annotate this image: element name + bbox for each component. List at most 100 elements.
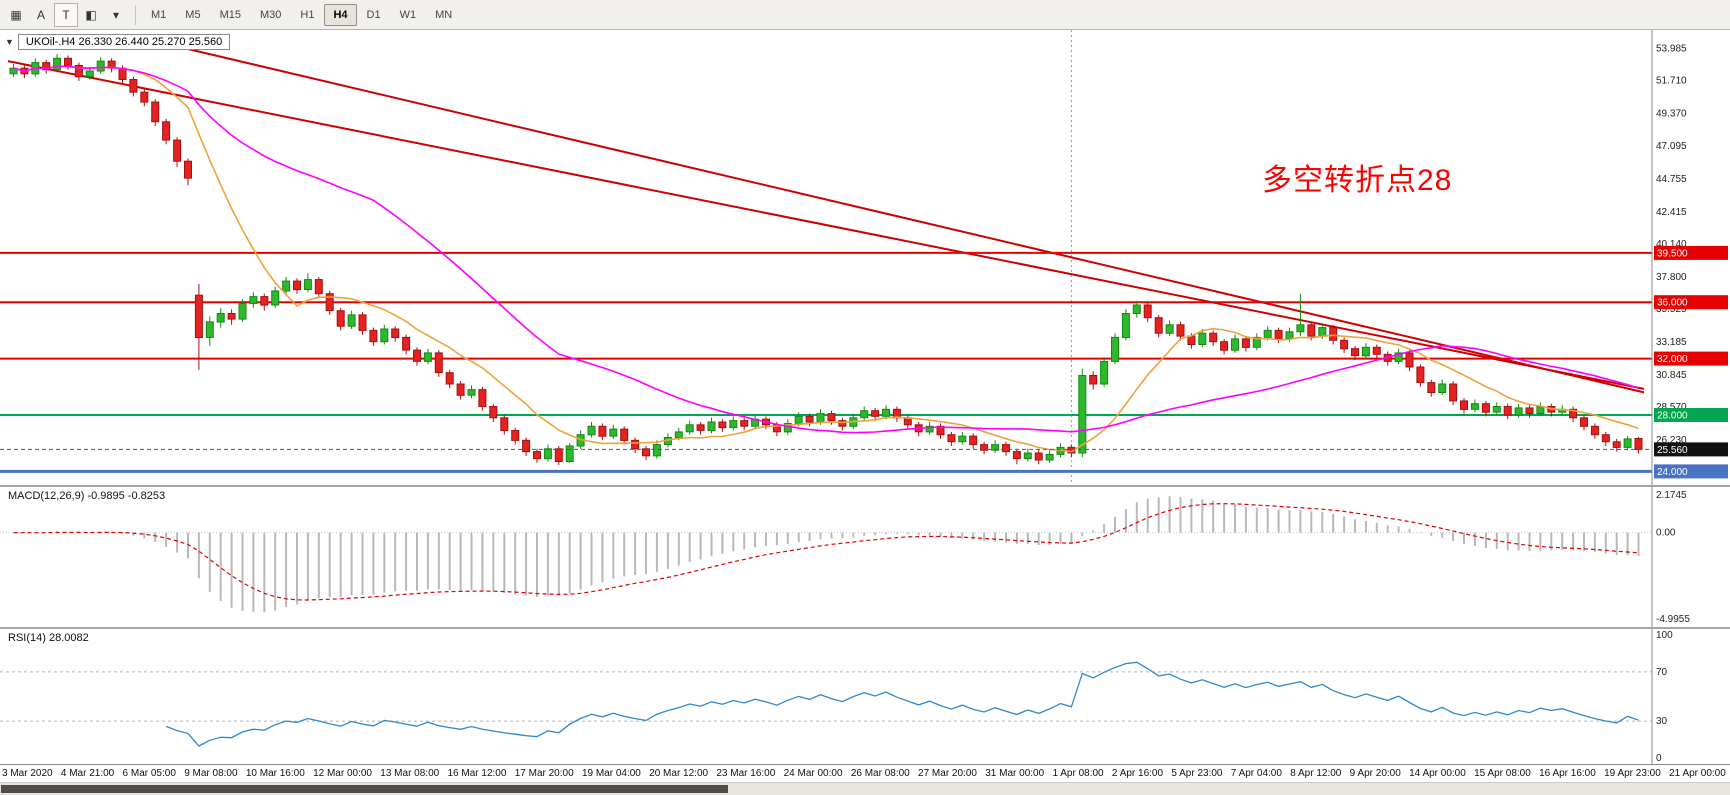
text-tool[interactable]: T	[54, 2, 78, 27]
svg-text:51.710: 51.710	[1656, 76, 1687, 87]
trend-lines[interactable]	[7, 39, 1645, 394]
timeframe-d1[interactable]: D1	[366, 8, 381, 21]
chevron-down-icon[interactable]: ▼	[5, 37, 14, 47]
macd-axis: 2.1745 0.00 -4.9955	[1656, 490, 1690, 625]
time-label: 6 Mar 05:00	[122, 768, 176, 779]
macd-canvas[interactable]: 2.1745 0.00 -4.9955	[0, 487, 1730, 627]
candles	[9, 54, 1643, 465]
svg-text:2.1745: 2.1745	[1656, 490, 1687, 501]
cursor-a-tool[interactable]: A	[36, 7, 45, 22]
horizontal-scrollbar[interactable]	[0, 782, 1730, 795]
time-label: 12 Mar 00:00	[313, 768, 372, 779]
svg-text:36.000: 36.000	[1657, 298, 1688, 309]
price-tag: 25.560	[1654, 442, 1728, 457]
time-label: 14 Apr 00:00	[1409, 768, 1466, 779]
svg-text:37.800: 37.800	[1656, 272, 1687, 283]
time-label: 5 Apr 23:00	[1171, 768, 1223, 779]
horizontal-lines[interactable]	[0, 251, 1652, 473]
timeframe-mn[interactable]: MN	[435, 8, 453, 21]
chart-grid-icon[interactable]: ▦	[10, 7, 22, 22]
toolbar-tools: ▦ A T ◧ ▾	[4, 2, 129, 27]
rsi-axis: 100 70 30 0	[1656, 630, 1673, 764]
timeframe-m15[interactable]: M15	[219, 8, 241, 21]
svg-text:24.000: 24.000	[1657, 467, 1688, 478]
time-label: 17 Mar 20:00	[514, 768, 574, 779]
svg-text:30.845: 30.845	[1656, 370, 1687, 381]
svg-text:49.370: 49.370	[1656, 109, 1687, 120]
timeframe-h4[interactable]: H4	[324, 3, 357, 26]
toolbar: ▦ A T ◧ ▾ M1 M5 M15 M30 H1 H4 D1 W1 MN	[0, 0, 1730, 30]
scrollbar-thumb[interactable]	[1, 785, 728, 793]
toolbar-separator	[135, 4, 136, 25]
price-tag: 24.000	[1654, 464, 1728, 479]
rsi-canvas[interactable]: 100 70 30 0	[0, 629, 1730, 764]
moving-averages	[13, 65, 1639, 453]
panel-divider-macd[interactable]	[0, 485, 1730, 487]
svg-text:100: 100	[1656, 630, 1673, 641]
svg-text:28.000: 28.000	[1657, 411, 1688, 422]
macd-panel: MACD(12,26,9) -0.9895 -0.8253 2.1745 0.00…	[0, 487, 1730, 627]
time-label: 19 Apr 23:00	[1604, 768, 1661, 779]
price-tag: 36.000	[1654, 295, 1728, 310]
timeframe-m5[interactable]: M5	[185, 8, 201, 21]
rsi-line	[165, 661, 1639, 747]
panel-divider-rsi[interactable]	[0, 627, 1730, 629]
svg-text:70: 70	[1656, 667, 1668, 678]
time-label: 16 Mar 12:00	[447, 768, 507, 779]
palette-caret-icon[interactable]: ▾	[112, 7, 120, 22]
time-label: 15 Apr 08:00	[1474, 768, 1531, 779]
svg-text:26.230: 26.230	[1656, 435, 1687, 446]
price-tag: 39.500	[1654, 245, 1728, 260]
timeframe-w1[interactable]: W1	[399, 8, 417, 21]
svg-text:35.525: 35.525	[1656, 304, 1687, 315]
svg-text:25.560: 25.560	[1657, 445, 1688, 456]
svg-text:0: 0	[1656, 753, 1662, 764]
time-label: 16 Apr 16:00	[1539, 768, 1596, 779]
time-label: 13 Mar 08:00	[380, 768, 440, 779]
rsi-levels	[0, 671, 1652, 722]
chart-annotation: 多空转折点28	[1262, 164, 1453, 197]
svg-text:33.185: 33.185	[1656, 337, 1687, 348]
time-axis[interactable]: 3 Mar 2020 4 Mar 21:00 6 Mar 05:00 9 Mar 08…	[0, 764, 1730, 782]
time-label: 1 Apr 08:00	[1052, 768, 1104, 779]
svg-text:32.000: 32.000	[1657, 354, 1688, 365]
time-label: 3 Mar 2020	[2, 768, 53, 779]
timeframe-group: M1 M5 M15 M30 H1 H4 D1 W1 MN	[142, 3, 462, 26]
time-label: 7 Apr 04:00	[1230, 768, 1282, 779]
main-chart-panel: ▼ UKOil-.H4 26.330 26.440 25.270 25.560 …	[0, 30, 1730, 485]
macd-title: MACD(12,26,9) -0.9895 -0.8253	[8, 490, 166, 502]
time-label: 19 Mar 04:00	[581, 768, 641, 779]
svg-text:30: 30	[1656, 716, 1668, 727]
time-label: 9 Mar 08:00	[184, 768, 238, 779]
timeframe-h1[interactable]: H1	[300, 8, 315, 21]
timeframe-m30[interactable]: M30	[259, 8, 282, 21]
rsi-title: RSI(14) 28.0082	[8, 632, 89, 644]
time-label: 20 Mar 12:00	[649, 768, 709, 779]
macd-signal-line	[13, 503, 1639, 601]
timeframe-m1[interactable]: M1	[151, 8, 167, 21]
svg-text:42.415: 42.415	[1656, 207, 1687, 218]
svg-text:53.985: 53.985	[1656, 44, 1687, 55]
macd-histogram	[23, 496, 1640, 613]
svg-text:28.570: 28.570	[1656, 402, 1687, 413]
time-label: 31 Mar 00:00	[985, 768, 1045, 779]
palette-icon[interactable]: ◧	[85, 7, 97, 22]
symbol-info[interactable]: ▼ UKOil-.H4 26.330 26.440 25.270 25.560	[5, 34, 231, 50]
svg-text:44.755: 44.755	[1656, 174, 1687, 185]
time-label: 10 Mar 16:00	[245, 768, 305, 779]
time-label: 23 Mar 16:00	[716, 768, 776, 779]
price-axis[interactable]: 53.985 51.710 49.370 47.095 44.755 42.415 40.1…	[1656, 44, 1687, 446]
time-label: 26 Mar 08:00	[850, 768, 910, 779]
symbol-ohlc-label: UKOil-.H4 26.330 26.440 25.270 25.560	[17, 34, 231, 50]
time-label: 2 Apr 16:00	[1111, 768, 1164, 779]
time-label: 8 Apr 12:00	[1290, 768, 1342, 779]
svg-text:0.00: 0.00	[1656, 528, 1676, 539]
svg-text:-4.9955: -4.9955	[1656, 614, 1690, 625]
price-tag: 28.000	[1654, 408, 1728, 422]
svg-text:47.095: 47.095	[1656, 141, 1687, 152]
time-label: 21 Apr 00:00	[1669, 768, 1726, 779]
price-tag: 32.000	[1654, 351, 1728, 366]
svg-text:40.140: 40.140	[1656, 239, 1687, 250]
main-chart-canvas[interactable]: 53.985 51.710 49.370 47.095 44.755 42.415 40.1…	[0, 30, 1730, 485]
